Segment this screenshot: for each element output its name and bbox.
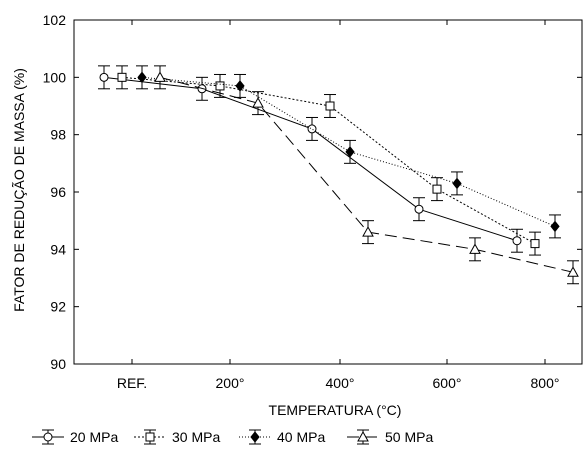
- data-point: [550, 220, 560, 233]
- series-line: [121, 76, 536, 245]
- legend-label: 40 MPa: [277, 429, 325, 445]
- y-tick-label: 98: [50, 127, 66, 143]
- y-tick-label: 92: [50, 299, 66, 315]
- data-point: [345, 146, 355, 158]
- series-line: [159, 76, 574, 273]
- data-point: [235, 80, 245, 92]
- data-point: [469, 243, 481, 254]
- x-tick-label: REF.: [117, 375, 147, 391]
- data-point: [252, 97, 264, 108]
- series-0: [98, 65, 523, 253]
- data-point: [307, 124, 317, 134]
- legend-label: 30 MPa: [172, 429, 220, 445]
- legend-item: 50 MPa: [347, 429, 433, 445]
- data-point: [362, 226, 374, 237]
- data-point: [452, 177, 462, 190]
- y-tick-label: 102: [43, 12, 67, 28]
- x-tick-label: 400°: [326, 375, 355, 391]
- series-2: [136, 65, 561, 239]
- data-point: [414, 204, 424, 214]
- data-point: [567, 266, 579, 277]
- series-1: [116, 65, 541, 256]
- legend-item: 20 MPa: [32, 429, 118, 445]
- legend-item: 40 MPa: [239, 429, 325, 445]
- data-point: [325, 101, 335, 111]
- legend-label: 50 MPa: [385, 429, 433, 445]
- data-point: [432, 184, 442, 194]
- x-tick-label: 800°: [531, 375, 560, 391]
- legend-label: 20 MPa: [70, 429, 118, 445]
- data-point: [137, 71, 147, 84]
- legend-item: 30 MPa: [134, 429, 220, 445]
- y-tick-label: 90: [50, 356, 66, 372]
- legend: 20 MPa 30 MPa 40 MPa 50 MPa: [32, 429, 433, 445]
- series-3: [154, 65, 579, 285]
- data-point: [215, 81, 225, 91]
- data-point: [512, 236, 522, 246]
- series-line: [103, 76, 518, 242]
- y-tick-label: 96: [50, 184, 66, 200]
- x-tick-label: 600°: [433, 375, 462, 391]
- data-point: [530, 239, 540, 249]
- legend-marker: [250, 431, 260, 443]
- y-axis-title: FATOR DE REDUÇÃO DE MASSA (%): [11, 68, 27, 312]
- x-axis-title: TEMPERATURA (°C): [269, 402, 402, 418]
- plot-frame: [73, 19, 583, 365]
- legend-marker: [145, 432, 155, 442]
- legend-marker: [43, 432, 53, 442]
- x-tick-label: 200°: [216, 375, 245, 391]
- y-tick-label: 100: [43, 69, 67, 85]
- data-point: [99, 72, 109, 82]
- y-tick-label: 94: [50, 241, 66, 257]
- legend-marker: [357, 430, 369, 442]
- data-point: [154, 71, 166, 82]
- data-point: [117, 72, 127, 82]
